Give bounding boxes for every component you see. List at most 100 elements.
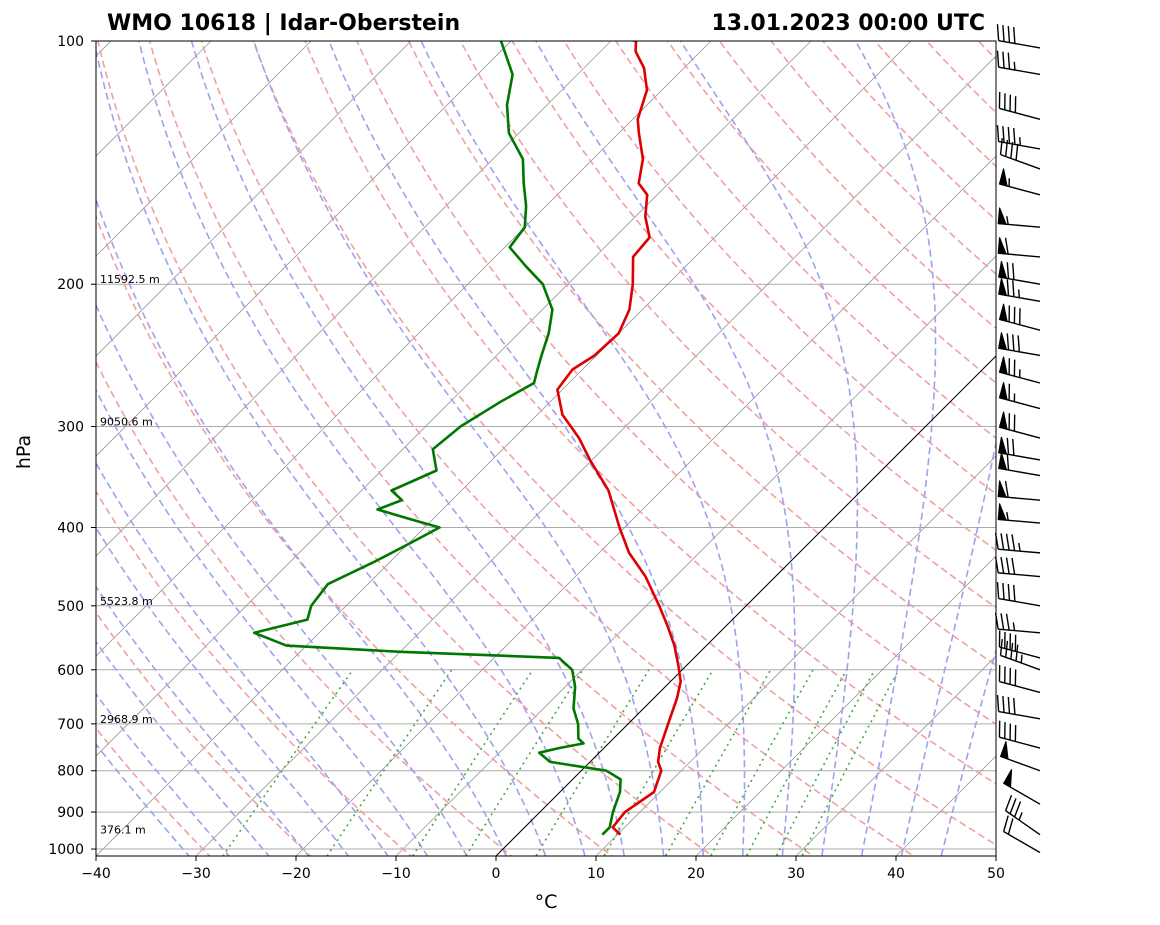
- wind-barb-full: [1011, 534, 1016, 551]
- mixing-ratio-line: [801, 669, 900, 856]
- dry-adiabat: [252, 41, 996, 846]
- wind-barb-staff: [1000, 654, 1041, 671]
- dry-adiabat: [96, 490, 413, 856]
- wind-barb-staff: [998, 572, 1041, 578]
- wind-barb: [998, 332, 1041, 357]
- isotherm-line: [96, 41, 812, 757]
- y-tick-label: 800: [57, 764, 84, 780]
- wind-barb-flag: [1002, 769, 1013, 789]
- dry-adiabat: [200, 41, 916, 856]
- wind-barb-staff: [999, 107, 1041, 120]
- mixing-ratio-line: [464, 669, 584, 856]
- wind-barb: [997, 480, 1041, 501]
- wind-barb: [994, 532, 1041, 554]
- y-tick-label: 300: [57, 420, 84, 436]
- isotherm-line: [395, 255, 996, 856]
- wind-barb-half: [1006, 216, 1009, 225]
- moist-adiabat: [96, 47, 547, 856]
- chart-title-station: WMO 10618 | Idar-Oberstein: [107, 11, 460, 36]
- y-tick-label: 1000: [48, 842, 84, 858]
- isotherm-line: [0, 41, 11, 856]
- wind-barb-full: [1012, 280, 1015, 297]
- x-tick-label: 50: [987, 866, 1005, 882]
- wind-barb-flag: [998, 382, 1008, 401]
- moist-adiabat: [679, 41, 859, 856]
- x-tick-label: 40: [887, 866, 905, 882]
- wind-barb-full: [996, 50, 1000, 68]
- isotherm-line: [695, 555, 996, 856]
- wind-barb-full: [1012, 438, 1015, 456]
- chart-title-time: 13.01.2023 00:00 UTC: [711, 11, 985, 36]
- moist-adiabat: [940, 647, 996, 856]
- isotherm-line: [96, 41, 612, 557]
- x-tick-label: −10: [381, 866, 411, 882]
- wind-barb-staff: [998, 66, 1041, 76]
- wind-barb-flag: [997, 207, 1007, 225]
- dry-adiabat: [977, 41, 996, 61]
- wind-barb-full: [1000, 613, 1005, 630]
- moist-adiabat: [96, 640, 270, 856]
- wind-barb-full: [996, 125, 1000, 142]
- wind-barb-full: [1002, 815, 1009, 832]
- y-tick-label: 100: [57, 34, 84, 50]
- isotherm-line: [995, 855, 996, 856]
- temperature-profile: [556, 41, 682, 836]
- wind-barb-full: [1010, 642, 1014, 660]
- wind-barb-staff: [998, 628, 1041, 634]
- wind-barb-staff: [998, 710, 1041, 720]
- wind-barb-full: [999, 638, 1003, 656]
- wind-barb-full: [1015, 644, 1019, 662]
- wind-barb-full: [1006, 453, 1010, 471]
- mixing-ratio-line: [221, 669, 354, 856]
- wind-barb-full: [1013, 697, 1016, 715]
- isotherm-line: [195, 55, 996, 856]
- y-axis-ticks: 100 200 300 400 500 600 700 800 900 1000: [48, 34, 96, 858]
- wind-barb-full: [1006, 262, 1010, 279]
- zero-isotherm-line: [495, 355, 996, 856]
- wind-barb-flag: [998, 278, 1008, 297]
- y-tick-label: 900: [57, 805, 84, 821]
- wind-barb-flag: [998, 332, 1008, 351]
- height-label: 11592.5 m: [100, 273, 160, 286]
- dry-adiabat: [148, 41, 815, 856]
- isotherm-line: [96, 41, 512, 457]
- moist-adiabat: [96, 526, 350, 856]
- wind-barb: [996, 125, 1041, 150]
- wind-barb: [998, 411, 1041, 439]
- wind-barb-full: [1009, 798, 1017, 815]
- wind-barb: [998, 168, 1041, 196]
- wind-barb-full: [1002, 695, 1005, 713]
- height-label: 2968.9 m: [100, 713, 153, 726]
- mixing-ratio-line: [709, 669, 814, 856]
- wind-barb: [999, 138, 1041, 170]
- wind-barb-full: [1013, 127, 1016, 145]
- dry-adiabat: [873, 41, 996, 168]
- wind-barb-staff: [999, 680, 1041, 694]
- wind-barb-full: [1002, 51, 1005, 69]
- mixing-ratio-line: [411, 669, 534, 856]
- wind-barb: [999, 741, 1041, 772]
- wind-barb-full: [1007, 818, 1014, 835]
- wind-barb: [999, 638, 1041, 671]
- wind-barb-full: [1005, 140, 1009, 157]
- x-tick-label: 30: [787, 866, 805, 882]
- wind-barb-full: [1005, 533, 1010, 551]
- wind-barb-flag: [999, 741, 1009, 760]
- height-label: 5523.8 m: [100, 595, 153, 608]
- wind-barb-full: [1000, 533, 1005, 550]
- wind-barb-full: [1006, 333, 1010, 350]
- wind-barb-full: [1005, 613, 1010, 631]
- wind-barbs: [994, 24, 1041, 854]
- y-tick-label: 700: [57, 717, 84, 733]
- wind-barb: [998, 261, 1041, 285]
- moist-adiabat: [96, 461, 389, 856]
- moist-adiabat: [420, 41, 746, 856]
- wind-barb-flag: [997, 237, 1007, 255]
- x-tick-label: −20: [281, 866, 311, 882]
- wind-barb: [998, 91, 1041, 120]
- x-tick-label: 20: [687, 866, 705, 882]
- isotherm-line: [795, 655, 996, 856]
- wind-barb-full: [999, 138, 1003, 155]
- dry-adiabat: [459, 41, 996, 609]
- dry-adiabat: [356, 41, 996, 726]
